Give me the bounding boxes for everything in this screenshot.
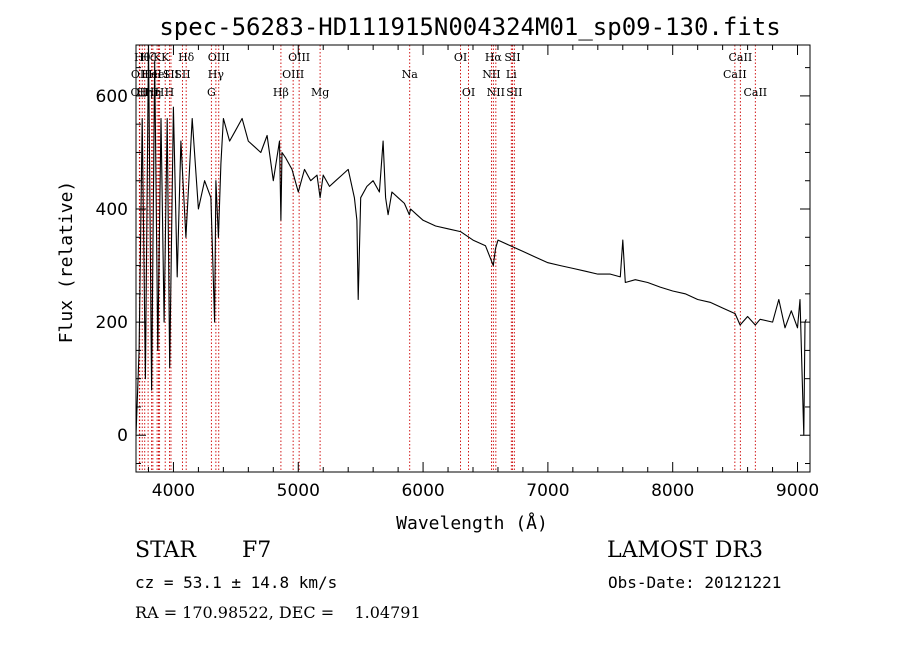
- y-tick-label-1: 200: [96, 313, 128, 333]
- ra-dec-coordinates: RA = 170.98522, DEC = 1.04791: [135, 603, 421, 622]
- line-marker-label-11: H: [165, 86, 175, 99]
- line-marker-label-20: OIII: [288, 51, 310, 64]
- line-markers: [138, 45, 756, 472]
- line-marker-label-18: Hβ: [273, 86, 289, 99]
- line-marker-label-22: Na: [402, 68, 419, 81]
- y-axis-label: Flux (relative): [56, 181, 77, 344]
- line-marker-label-7: K: [153, 51, 162, 64]
- line-marker-label-25: NII: [482, 68, 500, 81]
- line-marker-label-23: OI: [454, 51, 467, 64]
- line-marker-label-12: SII: [163, 68, 179, 81]
- line-marker-label-10: K: [161, 51, 170, 64]
- line-marker-label-26: Hα: [485, 51, 503, 64]
- object-class: STAR: [135, 538, 196, 563]
- line-marker-label-15: G: [207, 86, 216, 99]
- line-marker-label-2: Hθ: [134, 51, 151, 64]
- object-subclass: F7: [242, 538, 272, 563]
- observation-date: Obs-Date: 20121221: [608, 573, 782, 592]
- x-axis-label: Wavelength (Å): [396, 512, 548, 534]
- line-marker-label-19: OIII: [282, 68, 304, 81]
- x-tick-label-1: 5000: [277, 481, 320, 501]
- line-marker-label-9: H: [155, 86, 165, 99]
- y-tick-label-2: 400: [96, 200, 128, 220]
- x-tick-label-3: 7000: [526, 481, 569, 501]
- line-marker-label-27: NII: [487, 86, 505, 99]
- line-marker-label-24: OI: [462, 86, 475, 99]
- line-marker-label-29: SII: [504, 51, 520, 64]
- line-marker-label-5: HeI: [141, 68, 161, 81]
- line-marker-label-8: HeI: [148, 68, 168, 81]
- redshift-cz: cz = 53.1 ± 14.8 km/s: [135, 573, 338, 592]
- plot-axes: 4000 5000 6000 7000 8000 9000 0 200 400 600: [96, 44, 819, 501]
- y-tick-label-0: 0: [117, 426, 128, 446]
- spectrum-line: [135, 44, 807, 436]
- x-tick-label-5: 9000: [776, 481, 819, 501]
- line-marker-label-13: SII: [174, 68, 190, 81]
- spectrum-series: [135, 44, 807, 436]
- plot-frame: [135, 44, 811, 473]
- line-marker-label-1: OII: [131, 68, 149, 81]
- line-marker-label-30: SII: [506, 86, 522, 99]
- x-tick-label-0: 4000: [152, 481, 195, 501]
- line-marker-label-16: Hγ: [208, 68, 225, 81]
- survey-name: LAMOST DR3: [607, 538, 763, 563]
- y-tick-label-3: 600: [96, 87, 128, 107]
- line-marker-label-28: Li: [506, 68, 517, 81]
- line-marker-label-21: Mg: [311, 86, 329, 99]
- line-marker-label-31: CaII: [723, 68, 747, 81]
- chart-title: spec-56283-HD111915N004324M01_sp09-130.f…: [159, 13, 780, 41]
- x-tick-label-2: 6000: [401, 481, 444, 501]
- line-marker-label-17: OIII: [208, 51, 230, 64]
- line-marker-label-33: CaII: [743, 86, 767, 99]
- line-marker-labels: OIIOIIHθHηHζHeIHηKHeIHKHSIISIIHδGHγOIIIH…: [131, 51, 768, 99]
- line-marker-label-14: Hδ: [178, 51, 195, 64]
- line-marker-label-32: CaII: [729, 51, 753, 64]
- x-tick-label-4: 8000: [651, 481, 694, 501]
